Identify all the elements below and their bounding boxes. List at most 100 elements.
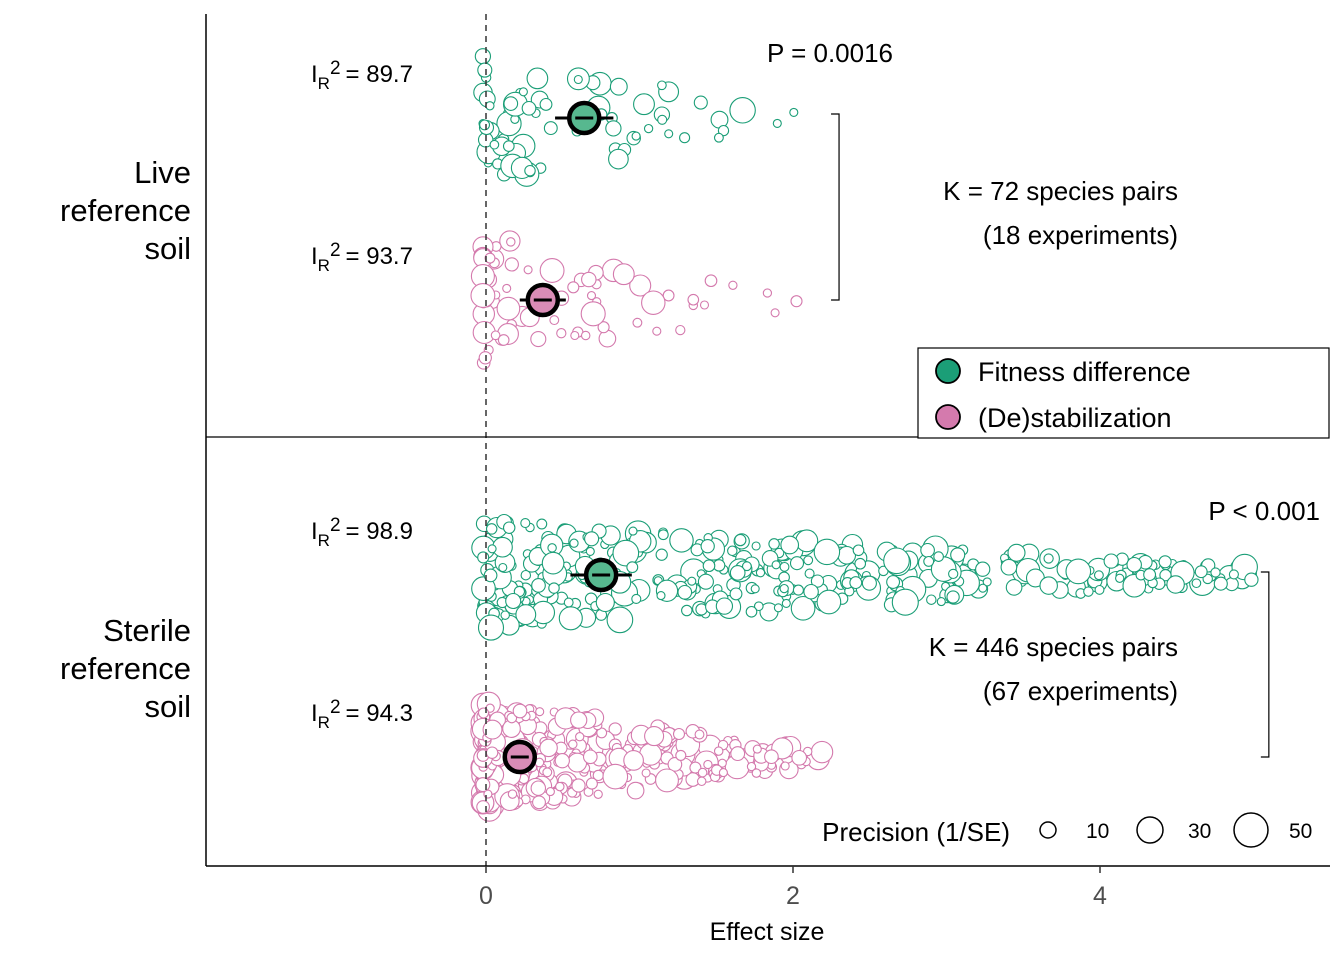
data-point bbox=[484, 252, 496, 264]
data-point bbox=[584, 531, 600, 547]
data-point bbox=[571, 778, 586, 793]
data-point bbox=[605, 120, 622, 137]
data-point bbox=[770, 308, 780, 318]
data-point bbox=[746, 761, 757, 772]
data-point bbox=[982, 577, 992, 587]
size-legend-label: 50 bbox=[1289, 820, 1312, 843]
data-point bbox=[626, 561, 639, 574]
data-point bbox=[780, 535, 800, 555]
data-point bbox=[681, 604, 693, 617]
data-point bbox=[623, 750, 644, 771]
data-point bbox=[523, 265, 533, 275]
size-legend-circle bbox=[1136, 816, 1164, 844]
data-point bbox=[1210, 567, 1221, 578]
data-point bbox=[569, 538, 579, 548]
data-point bbox=[694, 729, 705, 740]
data-point bbox=[471, 576, 496, 601]
data-point bbox=[479, 119, 491, 131]
data-point bbox=[558, 606, 583, 631]
data-point bbox=[485, 101, 495, 111]
panel-label: reference bbox=[60, 193, 191, 228]
data-point bbox=[780, 761, 790, 771]
p-value: P = 0.0016 bbox=[767, 38, 893, 68]
data-point bbox=[672, 727, 686, 741]
data-point bbox=[608, 148, 629, 170]
data-point bbox=[498, 562, 508, 573]
data-point bbox=[641, 768, 651, 778]
data-point bbox=[631, 593, 642, 604]
data-point bbox=[570, 711, 588, 729]
data-point bbox=[1103, 553, 1119, 569]
x-tick-label: 0 bbox=[479, 882, 493, 910]
data-point bbox=[1039, 576, 1058, 595]
data-point bbox=[573, 74, 583, 85]
k-text: K = 446 species pairs bbox=[929, 632, 1178, 662]
bracket bbox=[831, 113, 840, 301]
size-legend-label: 30 bbox=[1188, 820, 1211, 843]
data-point bbox=[581, 271, 597, 288]
data-point bbox=[700, 539, 715, 554]
data-point bbox=[728, 280, 738, 290]
data-point bbox=[677, 584, 693, 600]
data-point bbox=[664, 129, 674, 139]
data-point bbox=[628, 526, 638, 536]
data-point bbox=[781, 598, 791, 608]
data-point bbox=[521, 100, 537, 116]
data-point bbox=[485, 746, 499, 759]
data-point bbox=[751, 541, 761, 551]
panel-label: Live bbox=[134, 155, 191, 190]
data-point bbox=[496, 296, 521, 321]
data-point bbox=[477, 614, 505, 641]
data-point bbox=[631, 131, 641, 141]
experiments-text: (18 experiments) bbox=[983, 220, 1178, 250]
data-point bbox=[644, 726, 665, 747]
data-point bbox=[717, 758, 727, 768]
data-point bbox=[933, 551, 944, 562]
data-point bbox=[804, 568, 815, 579]
data-point bbox=[675, 324, 686, 336]
data-point bbox=[657, 114, 668, 125]
data-point bbox=[539, 258, 565, 283]
data-point bbox=[948, 568, 959, 580]
data-point bbox=[713, 132, 724, 143]
data-point bbox=[1166, 575, 1185, 594]
data-point bbox=[773, 603, 783, 613]
data-point bbox=[813, 538, 841, 566]
data-point bbox=[689, 761, 702, 774]
data-point bbox=[535, 707, 545, 717]
data-point bbox=[861, 575, 877, 591]
legend-key bbox=[935, 358, 961, 384]
data-point bbox=[632, 317, 643, 328]
data-point bbox=[518, 87, 528, 97]
data-point bbox=[886, 575, 901, 589]
data-point bbox=[595, 592, 615, 613]
data-point bbox=[520, 518, 531, 529]
data-point bbox=[741, 561, 752, 572]
data-point bbox=[506, 712, 518, 724]
data-point bbox=[697, 573, 714, 590]
data-point bbox=[1126, 556, 1142, 573]
data-point bbox=[792, 584, 804, 596]
series-points-0-0 bbox=[473, 48, 799, 187]
axes-layer: 0 2 4 Effect size bbox=[205, 14, 1330, 946]
data-point bbox=[530, 331, 547, 348]
data-point bbox=[978, 583, 988, 593]
data-point bbox=[697, 767, 708, 778]
size-legend-circle bbox=[1233, 812, 1269, 848]
legend-label: (De)stabilization bbox=[978, 403, 1172, 433]
data-point bbox=[500, 610, 510, 620]
data-point bbox=[1244, 572, 1259, 587]
k-text: K = 72 species pairs bbox=[943, 176, 1178, 206]
data-point bbox=[936, 597, 946, 607]
data-point bbox=[717, 124, 730, 137]
data-point bbox=[597, 321, 610, 334]
data-point bbox=[489, 139, 500, 150]
data-point bbox=[1191, 578, 1202, 589]
data-point bbox=[629, 274, 652, 297]
data-point bbox=[771, 560, 781, 570]
data-point bbox=[920, 542, 935, 558]
i2-label: IR2 = 94.3 bbox=[311, 697, 413, 732]
data-point bbox=[687, 293, 700, 306]
data-point bbox=[729, 587, 743, 601]
